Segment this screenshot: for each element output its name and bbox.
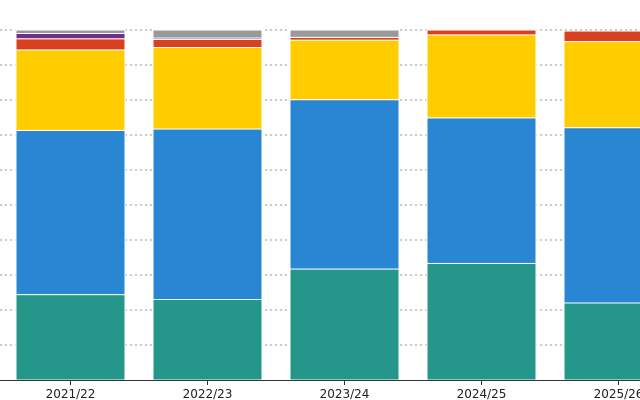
bar-segment (563, 127, 640, 304)
bar-segment (15, 294, 126, 381)
bar-segment (152, 128, 263, 300)
bar-segment (426, 29, 537, 36)
bar-segment (426, 262, 537, 381)
x-tick-label: 2022/23 (183, 387, 233, 400)
bar-segment (15, 33, 126, 40)
x-tick-label: 2021/22 (46, 387, 96, 400)
bar-segment (289, 39, 400, 101)
x-axis: 2021/22 2022/23 2023/24 2024/25 2025/26 (0, 380, 640, 400)
x-tick-label: 2023/24 (320, 387, 370, 400)
x-tick-label: 2024/25 (457, 387, 507, 400)
bar-segment (289, 268, 400, 381)
bar-segment (15, 29, 126, 34)
bar-segment (289, 99, 400, 270)
bar-segment (426, 117, 537, 264)
bar-segment (152, 299, 263, 381)
bar-segment (152, 47, 263, 130)
bar-segment (152, 38, 263, 49)
bar-segment (563, 302, 640, 381)
bar-segment (426, 34, 537, 119)
bar-segment (289, 29, 400, 38)
bar-segment (563, 41, 640, 129)
bars (15, 29, 640, 381)
bar-segment (15, 129, 126, 296)
bar-segment (15, 38, 126, 51)
bar-segment (15, 49, 126, 131)
bar-segment (152, 29, 263, 39)
x-tick-label: 2025/26 (594, 387, 640, 400)
bar-segment (563, 30, 640, 43)
